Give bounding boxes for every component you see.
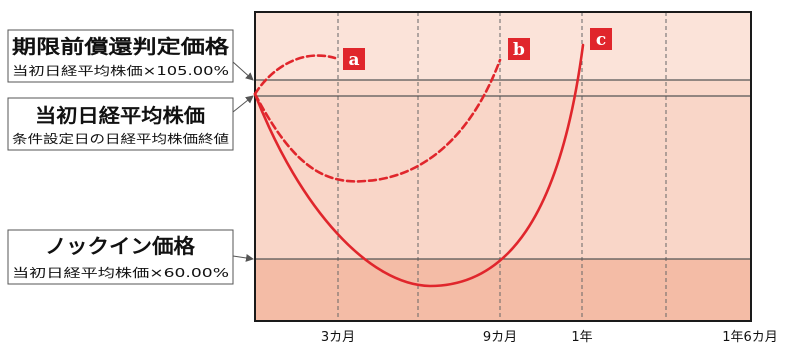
price-paths — [253, 43, 585, 288]
marker-c-label: c — [596, 30, 606, 50]
marker-a-label: a — [348, 50, 359, 70]
zone-above-redemption — [255, 12, 751, 80]
x-axis-ticks: 3カ月 9カ月 1年 1年6カ月 — [321, 330, 778, 345]
initial-subtitle: 条件設定日の日経平均株価終値 — [12, 131, 229, 146]
tick-label-9m: 9カ月 — [483, 330, 517, 345]
path-b-curve — [253, 58, 502, 183]
marker-a-box — [343, 48, 365, 70]
chart-frame — [254, 11, 752, 322]
connector-knock-in — [232, 254, 254, 262]
zone-below-knockin — [255, 259, 751, 321]
early-redemption-title: 期限前償還判定価格 — [12, 35, 230, 58]
tick-label-1y: 1年 — [571, 330, 592, 345]
path-a-curve — [253, 54, 337, 96]
marker-c: c — [590, 28, 612, 50]
tick-label-3m: 3カ月 — [321, 330, 355, 345]
knock-in-subtitle: 当初日経平均株価×60.00% — [12, 265, 229, 280]
label-box — [7, 29, 234, 83]
initial-title: 当初日経平均株価 — [35, 104, 205, 127]
zone-between-redemption-initial — [255, 80, 751, 96]
marker-b: b — [508, 38, 530, 60]
marker-b-box — [508, 38, 530, 60]
label-initial: 当初日経平均株価 条件設定日の日経平均株価終値 — [7, 95, 254, 151]
connector-early-redemption — [232, 61, 254, 81]
label-box — [7, 229, 234, 285]
marker-b-label: b — [513, 40, 525, 60]
label-knock-in: ノックイン価格 当初日経平均株価×60.00% — [7, 229, 254, 285]
knock-in-title: ノックイン価格 — [45, 234, 196, 258]
label-box — [7, 97, 234, 151]
marker-c-box — [590, 28, 612, 50]
connector-initial — [232, 95, 254, 113]
label-early-redemption: 期限前償還判定価格 当初日経平均株価×105.00% — [7, 29, 254, 83]
tick-label-18m: 1年6カ月 — [722, 330, 778, 345]
early-redemption-subtitle: 当初日経平均株価×105.00% — [12, 63, 229, 78]
path-c-curve — [253, 43, 585, 288]
marker-a: a — [343, 48, 365, 70]
